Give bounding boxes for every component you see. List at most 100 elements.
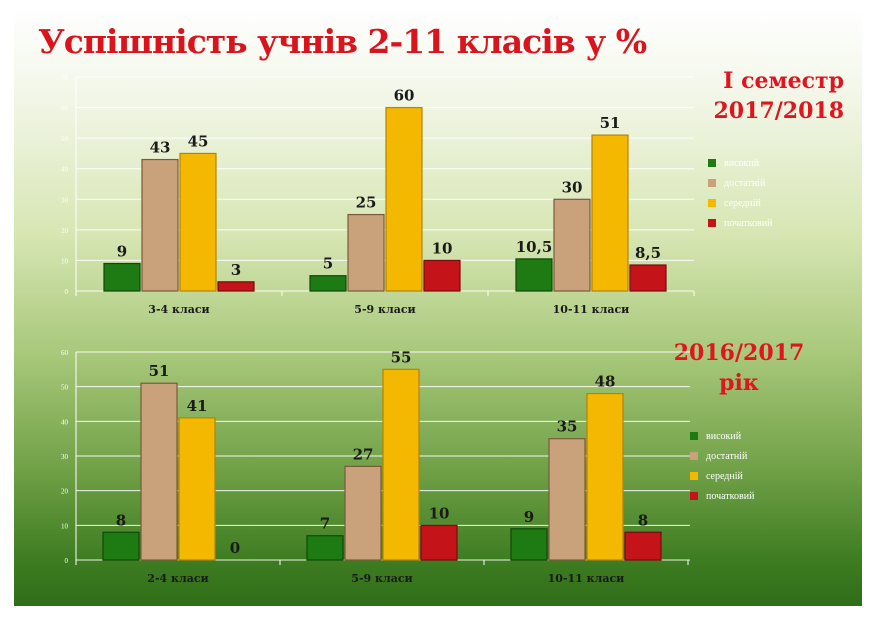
data-label: 60 [394,87,415,105]
bar [553,198,591,292]
chart1-period-line2: 2017/2018 [713,98,845,124]
y-tick-label: 50 [61,384,69,392]
legend-label: високий [706,430,742,442]
bar [217,281,255,292]
legend-swatch-initial [708,219,716,227]
y-tick-label: 10 [61,257,69,265]
legend-item: високий [708,153,772,173]
data-label: 35 [557,418,578,436]
data-label: 8 [638,511,648,529]
chart2-period-label: 2016/2017 рік [654,338,824,398]
chart2-legend: високий достатній середній початковий [690,426,754,506]
y-tick-label: 50 [61,135,69,143]
bar [591,134,629,292]
bar [548,438,586,561]
bar [179,152,217,292]
legend-label: середній [724,197,761,209]
legend-swatch-medium [690,472,698,480]
data-label: 3 [231,261,241,279]
legend-item: середній [708,193,772,213]
bar [382,368,420,561]
legend-label: початковий [724,217,773,229]
bar [140,382,178,561]
bar [385,106,423,292]
bar [344,465,382,561]
bar [510,528,548,561]
data-label: 51 [149,362,170,380]
y-tick-label: 70 [61,74,69,82]
slide: Успішність учнів 2-11 класів у % І семес… [14,8,862,606]
data-label: 9 [117,242,127,260]
legend-item: достатній [690,446,754,466]
data-label: 25 [356,194,377,212]
y-tick-label: 60 [61,105,69,113]
legend-item: початковий [708,213,772,233]
bar [629,264,667,292]
chart1-period-line1: І семестр [723,68,844,94]
legend-item: початковий [690,486,754,506]
legend-label: початковий [706,490,755,502]
y-tick-label: 40 [61,166,69,174]
x-tick-label: 5-9 класи [354,303,415,316]
x-tick-label: 10-11 класи [548,572,625,585]
data-label: 55 [391,348,412,366]
bar [515,258,553,292]
legend-swatch-high [708,159,716,167]
y-tick-label: 60 [61,349,69,357]
y-tick-label: 0 [65,288,69,296]
data-label: 8 [116,511,126,529]
bar [103,262,141,292]
chart2-period-line2: рік [719,370,759,396]
legend-swatch-medium [708,199,716,207]
bar [102,531,140,561]
page-title: Успішність учнів 2-11 класів у % [38,22,647,61]
bar [586,393,624,561]
data-label: 27 [353,445,374,463]
y-tick-label: 20 [61,227,69,235]
data-label: 5 [323,255,333,273]
bar [347,213,385,292]
legend-label: високий [724,157,760,169]
y-tick-label: 20 [61,488,69,496]
legend-item: високий [690,426,754,446]
legend-swatch-sufficient [708,179,716,187]
data-label: 9 [524,508,534,526]
data-label: 41 [187,397,208,415]
data-label: 45 [188,132,209,150]
y-tick-label: 10 [61,522,69,530]
legend-swatch-initial [690,492,698,500]
chart1-period-label: І семестр 2017/2018 [674,66,845,126]
legend-label: середній [706,470,743,482]
data-label: 43 [150,139,171,157]
data-label: 7 [320,515,330,533]
y-tick-label: 0 [65,557,69,565]
y-tick-label: 30 [61,453,69,461]
data-label: 0 [230,539,240,557]
bar [178,417,216,561]
legend-swatch-high [690,432,698,440]
data-label: 8,5 [635,244,661,262]
bar [423,259,461,292]
data-label: 51 [600,114,621,132]
data-label: 10 [432,239,453,257]
x-tick-label: 2-4 класи [147,572,208,585]
bar [141,158,179,292]
chart1-legend: високий достатній середній початковий [708,153,772,233]
bar [420,524,458,561]
legend-item: середній [690,466,754,486]
legend-label: достатній [706,450,748,462]
data-label: 10 [429,504,450,522]
bar [306,535,344,561]
x-tick-label: 3-4 класи [148,303,209,316]
bar [624,531,662,561]
legend-swatch-sufficient [690,452,698,460]
data-label: 48 [595,373,616,391]
x-tick-label: 5-9 класи [351,572,412,585]
data-label: 10,5 [516,238,553,256]
y-tick-label: 40 [61,418,69,426]
x-tick-label: 10-11 класи [553,303,630,316]
data-label: 30 [562,178,583,196]
y-tick-label: 30 [61,196,69,204]
legend-item: достатній [708,173,772,193]
